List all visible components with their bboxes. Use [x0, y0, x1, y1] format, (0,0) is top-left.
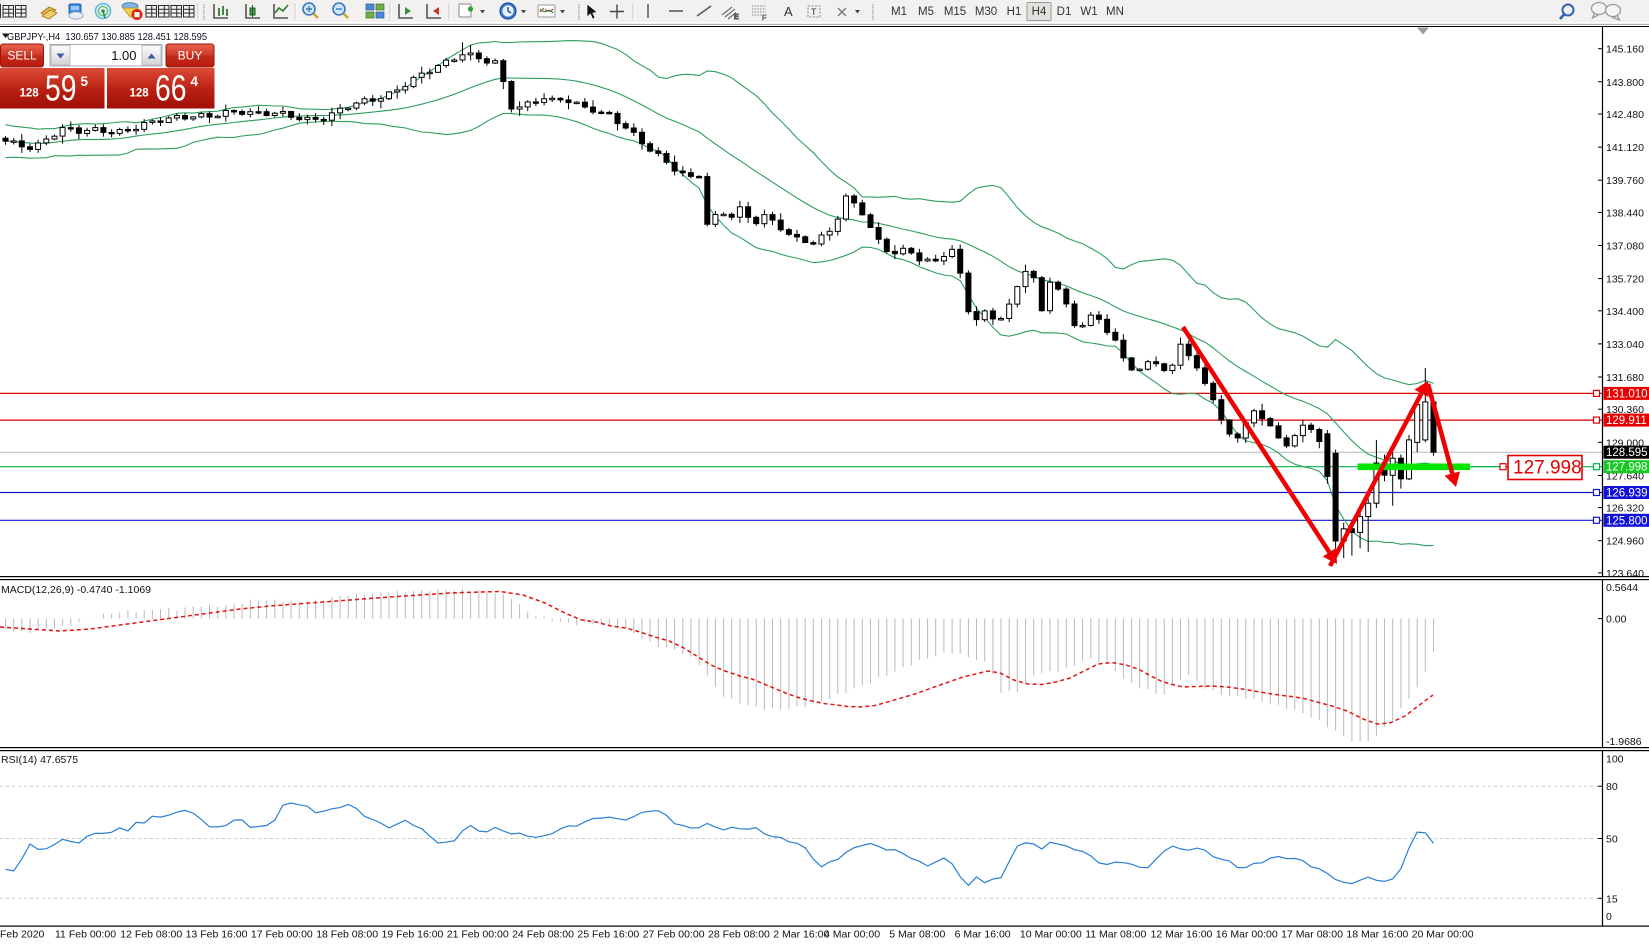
svg-text:M5: M5 [918, 6, 934, 18]
svg-text:MACD(12,26,9) -0.4740 -1.1069: MACD(12,26,9) -0.4740 -1.1069 [1, 584, 151, 596]
svg-text:17 Feb 00:00: 17 Feb 00:00 [251, 929, 313, 941]
svg-text:Feb 2020: Feb 2020 [0, 929, 45, 941]
svg-text:124.960: 124.960 [1606, 536, 1644, 548]
svg-text:143.800: 143.800 [1606, 77, 1644, 89]
svg-text:24 Feb 08:00: 24 Feb 08:00 [512, 929, 574, 941]
svg-text:-1.9686: -1.9686 [1606, 736, 1642, 748]
svg-text:15: 15 [1606, 893, 1618, 905]
svg-text:128: 128 [20, 88, 40, 100]
svg-text:2 Mar 16:00: 2 Mar 16:00 [773, 929, 829, 941]
svg-text:M30: M30 [975, 6, 997, 18]
svg-text:18 Mar 16:00: 18 Mar 16:00 [1346, 929, 1408, 941]
svg-text:21 Feb 00:00: 21 Feb 00:00 [447, 929, 509, 941]
svg-text:128: 128 [130, 88, 150, 100]
svg-text:20 Mar 00:00: 20 Mar 00:00 [1412, 929, 1474, 941]
svg-text:142.480: 142.480 [1606, 109, 1644, 121]
svg-text:H4: H4 [1032, 6, 1047, 18]
svg-text:80: 80 [1606, 781, 1618, 793]
svg-text:131.010: 131.010 [1606, 388, 1648, 400]
svg-text:11 Feb 00:00: 11 Feb 00:00 [55, 929, 116, 941]
svg-text:18 Feb 08:00: 18 Feb 08:00 [316, 929, 378, 941]
svg-text:135.720: 135.720 [1606, 274, 1644, 286]
svg-text:139.760: 139.760 [1606, 175, 1644, 187]
svg-text:4: 4 [191, 74, 199, 89]
svg-text:F: F [762, 15, 766, 22]
svg-text:59: 59 [45, 68, 77, 109]
svg-text:M1: M1 [891, 6, 907, 18]
svg-text:MN: MN [1106, 6, 1124, 18]
svg-text:12 Mar 16:00: 12 Mar 16:00 [1151, 929, 1213, 941]
svg-text:12 Feb 08:00: 12 Feb 08:00 [120, 929, 182, 941]
svg-text:27 Feb 00:00: 27 Feb 00:00 [643, 929, 705, 941]
svg-text:4 Mar 00:00: 4 Mar 00:00 [824, 929, 880, 941]
svg-text:BUY: BUY [178, 49, 203, 63]
svg-text:RSI(14) 47.6575: RSI(14) 47.6575 [1, 754, 78, 766]
svg-text:T: T [811, 7, 817, 17]
svg-text:6 Mar 16:00: 6 Mar 16:00 [955, 929, 1011, 941]
svg-text:128.595: 128.595 [1606, 447, 1648, 459]
svg-text:123.640: 123.640 [1606, 568, 1644, 580]
svg-text:0.00: 0.00 [1606, 614, 1627, 626]
svg-text:66: 66 [155, 68, 187, 109]
svg-text:129.911: 129.911 [1606, 415, 1647, 427]
svg-text:SELL: SELL [7, 49, 37, 63]
svg-text:D1: D1 [1057, 6, 1072, 18]
svg-text:100: 100 [1606, 754, 1624, 766]
svg-text:134.400: 134.400 [1606, 306, 1644, 318]
svg-text:E: E [734, 14, 739, 21]
svg-text:GBPJPY-,H4 130.657 130.885 12: GBPJPY-,H4 130.657 130.885 128.451 128.5… [7, 31, 207, 43]
svg-text:5: 5 [81, 74, 89, 89]
svg-text:25 Feb 16:00: 25 Feb 16:00 [577, 929, 639, 941]
svg-text:11 Mar 08:00: 11 Mar 08:00 [1085, 929, 1146, 941]
svg-text:126.320: 126.320 [1606, 503, 1644, 515]
svg-text:127.640: 127.640 [1606, 471, 1644, 483]
svg-text:127.998: 127.998 [1606, 462, 1648, 474]
svg-text:1.00: 1.00 [111, 48, 136, 63]
svg-text:W1: W1 [1080, 6, 1097, 18]
svg-text:10 Mar 00:00: 10 Mar 00:00 [1020, 929, 1082, 941]
svg-text:138.440: 138.440 [1606, 207, 1644, 219]
svg-text:0.5644: 0.5644 [1606, 582, 1638, 594]
svg-text:145.160: 145.160 [1606, 44, 1644, 56]
svg-text:137.080: 137.080 [1606, 241, 1644, 253]
svg-text:A: A [784, 4, 793, 19]
svg-text:28 Feb 08:00: 28 Feb 08:00 [708, 929, 770, 941]
svg-text:133.040: 133.040 [1606, 339, 1644, 351]
svg-text:0: 0 [1606, 911, 1612, 923]
svg-text:5 Mar 08:00: 5 Mar 08:00 [889, 929, 945, 941]
svg-text:141.120: 141.120 [1606, 142, 1644, 154]
svg-text:126.939: 126.939 [1606, 488, 1648, 500]
svg-text:16 Mar 00:00: 16 Mar 00:00 [1216, 929, 1278, 941]
svg-text:13 Feb 16:00: 13 Feb 16:00 [186, 929, 248, 941]
svg-text:127.998: 127.998 [1513, 458, 1582, 479]
svg-text:125.800: 125.800 [1606, 515, 1648, 527]
svg-text:131.680: 131.680 [1606, 372, 1644, 384]
svg-text:17 Mar 08:00: 17 Mar 08:00 [1281, 929, 1343, 941]
svg-text:19 Feb 16:00: 19 Feb 16:00 [382, 929, 444, 941]
svg-text:M15: M15 [944, 6, 966, 18]
svg-text:130.360: 130.360 [1606, 404, 1644, 416]
svg-text:50: 50 [1606, 834, 1618, 846]
svg-text:H1: H1 [1007, 6, 1022, 18]
